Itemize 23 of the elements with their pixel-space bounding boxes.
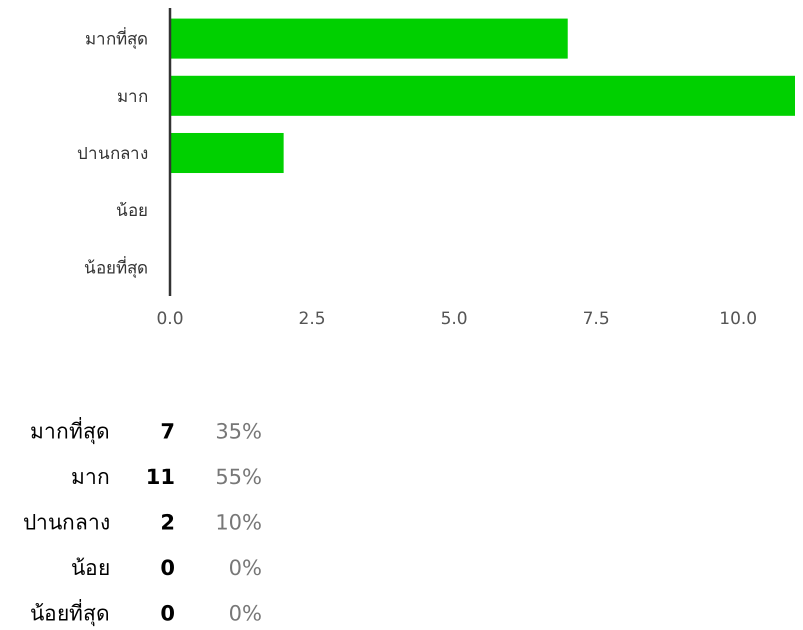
- text: 7: [160, 419, 175, 444]
- text: 0%: [228, 556, 262, 580]
- y-tick-label: มาก: [117, 86, 148, 107]
- y-tick-label: น้อย: [116, 201, 148, 222]
- y-tick-label: ปานกลาง: [77, 144, 148, 164]
- category-label: ปานกลาง: [23, 510, 110, 534]
- text: 2: [160, 510, 175, 534]
- y-tick-label: มากที่สุด: [85, 26, 148, 50]
- text: 35%: [215, 419, 262, 444]
- x-tick-label: 5.0: [440, 309, 468, 329]
- category-label: มากที่สุด: [30, 419, 110, 444]
- y-tick-label: น้อยที่สุด: [84, 255, 148, 278]
- x-tick-label: 7.5: [582, 309, 610, 329]
- text: 0: [160, 601, 175, 626]
- category-label: น้อยที่สุด: [30, 601, 110, 626]
- text: 0%: [228, 601, 262, 626]
- text: 10%: [215, 510, 262, 534]
- text: 11: [146, 464, 175, 489]
- x-tick-label: 10.0: [719, 309, 758, 329]
- text: 55%: [215, 464, 262, 489]
- x-tick-label: 2.5: [298, 309, 326, 329]
- text: 0: [160, 556, 175, 580]
- x-tick-label: 0.0: [156, 309, 184, 329]
